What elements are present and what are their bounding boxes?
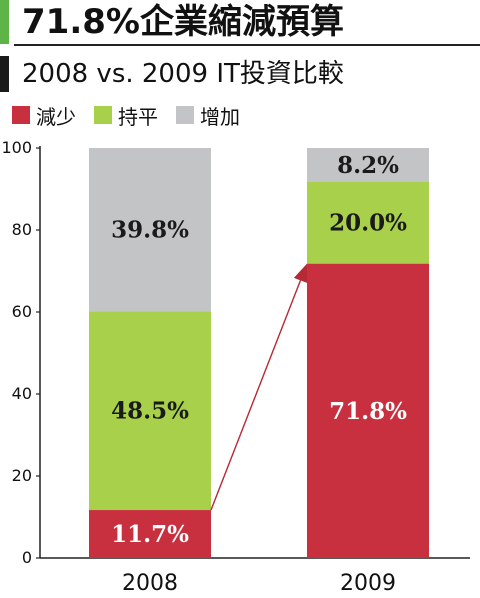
y-tick-label: 80	[12, 220, 32, 239]
bar-segment	[307, 148, 429, 182]
trend-arrow-line	[210, 280, 302, 511]
title-accent	[0, 0, 9, 44]
bar-segment	[89, 311, 211, 511]
legend-label-increase: 增加	[200, 104, 240, 129]
chart-subtitle: 2008 vs. 2009 IT投資比較	[22, 59, 344, 89]
legend-item-decrease: 減少	[12, 101, 76, 130]
legend-item-increase: 增加	[176, 101, 240, 130]
stacked-bar-chart: 0 20 40 60 80 100 11.7% 48.5% 39.8% 2008 71.8% 20.…	[1, 138, 470, 596]
legend: 減少 持平 增加	[12, 101, 258, 130]
data-label: 48.5%	[111, 398, 189, 425]
y-tick-label: 0	[22, 548, 32, 567]
bars-layer	[89, 148, 429, 558]
y-tick-label: 100	[1, 138, 32, 157]
data-label: 71.8%	[329, 398, 407, 425]
chart-title: 71.8%企業縮減預算	[22, 2, 344, 42]
legend-label-decrease: 減少	[36, 104, 76, 129]
x-category-label: 2009	[340, 571, 396, 596]
legend-swatch-flat	[94, 106, 112, 124]
x-category-label: 2008	[122, 571, 178, 596]
y-tick-label: 60	[12, 302, 32, 321]
trend-arrow-head	[293, 263, 307, 283]
bar-segment	[307, 181, 429, 264]
title-rule	[14, 44, 480, 46]
legend-item-flat: 持平	[94, 101, 158, 130]
y-tick-label: 40	[12, 384, 32, 403]
legend-swatch-decrease	[12, 106, 30, 124]
title-bar: 71.8%企業縮減預算	[0, 0, 480, 46]
subtitle-bar: 2008 vs. 2009 IT投資比較	[0, 48, 480, 94]
y-tick-label: 20	[12, 466, 32, 485]
bar-segment	[307, 263, 429, 558]
data-label: 11.7%	[111, 521, 189, 548]
bar-segment	[89, 510, 211, 558]
subtitle-accent	[0, 56, 9, 92]
bar-segment	[89, 148, 211, 312]
labels-layer: 11.7% 48.5% 39.8% 2008 71.8% 20.0% 8.2% 2009	[111, 152, 407, 596]
legend-label-flat: 持平	[118, 104, 158, 129]
annotation-layer	[210, 263, 307, 511]
data-label: 20.0%	[329, 210, 407, 237]
data-label: 8.2%	[337, 152, 399, 179]
legend-swatch-increase	[176, 106, 194, 124]
data-label: 39.8%	[111, 217, 189, 244]
